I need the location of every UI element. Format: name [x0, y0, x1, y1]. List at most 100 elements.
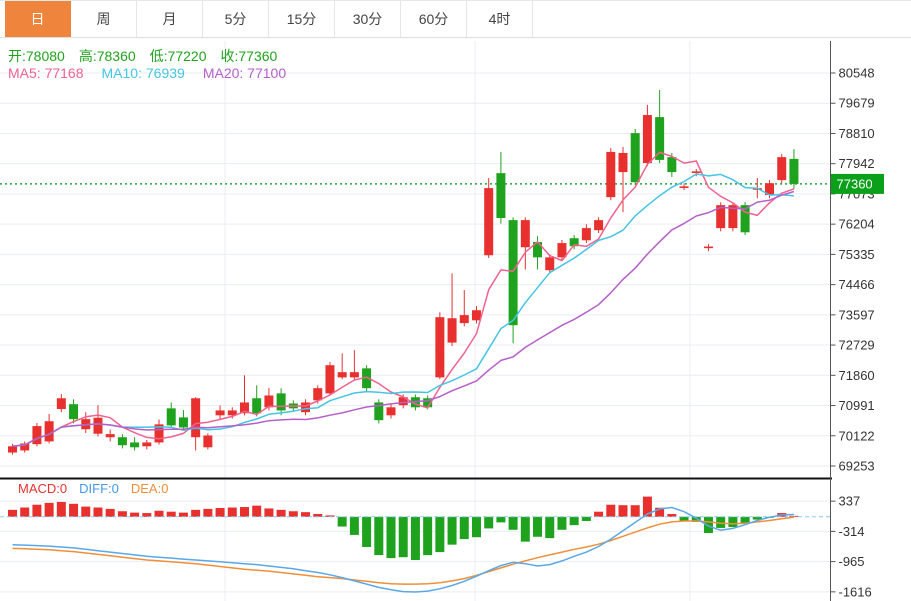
open-value: 开:78080 [8, 48, 65, 64]
macd-bar [484, 516, 494, 529]
candle-down [789, 158, 799, 184]
candle-up [325, 365, 335, 394]
macd-bar [740, 516, 750, 524]
candle-up [20, 443, 30, 451]
candle-down [569, 238, 579, 247]
candle-up [606, 151, 616, 198]
candle-up [349, 372, 359, 378]
macd-bar [496, 516, 506, 523]
macd-bar [105, 508, 115, 517]
macd-bar [142, 513, 152, 517]
candle-up [447, 318, 457, 343]
macd-bar [178, 512, 188, 517]
ma20-line [12, 190, 795, 448]
macd-bar [252, 505, 262, 517]
macd-bar [154, 510, 164, 517]
candle-up [264, 395, 274, 408]
macd-bar [349, 516, 359, 535]
macd-bar [471, 516, 481, 538]
macd-bar [520, 516, 530, 542]
macd-bar [581, 516, 591, 521]
macd-bar [362, 516, 372, 547]
candle-up [301, 402, 311, 413]
candle-down [423, 398, 433, 408]
tab-month[interactable]: 月 [137, 1, 203, 37]
macd-bar [44, 502, 54, 517]
dea-line [12, 516, 794, 585]
tab-week[interactable]: 周 [71, 1, 137, 37]
candle-down [276, 393, 286, 411]
macd-bar [81, 506, 91, 517]
macd-bar [533, 516, 543, 537]
macd-histogram [8, 496, 799, 560]
axis-tick-label: 73597 [839, 307, 875, 322]
candle-up [471, 310, 481, 321]
candle-down [740, 205, 750, 233]
ma-legend: MA5: 77168 MA10: 76939 MA20: 77100 [8, 65, 304, 81]
candle-up [239, 402, 249, 414]
axis-tick-label: 76204 [839, 217, 875, 232]
macd-bar [374, 516, 384, 556]
macd-bar [239, 507, 249, 517]
candle-up [728, 205, 738, 229]
macd-bar [716, 516, 726, 528]
macd-bar [288, 511, 298, 517]
candle-up [56, 398, 66, 410]
candle-up [215, 410, 225, 416]
candle-up [642, 115, 652, 164]
candle-down [667, 157, 677, 173]
macd-bar [386, 516, 396, 559]
macd-axis: 337 -314 -965 -1616 [830, 494, 872, 599]
ma10-value: MA10: 76939 [101, 65, 185, 81]
candle-down [252, 398, 262, 414]
dea-value: DEA:0 [130, 481, 169, 496]
macd-bar [276, 509, 286, 517]
candlesticks [8, 89, 799, 455]
macd-bar [264, 508, 274, 517]
tab-day[interactable]: 日 [5, 1, 71, 37]
candle-down [655, 117, 665, 160]
candle-down [533, 242, 543, 258]
macd-bar [655, 507, 665, 517]
macd-bar [166, 511, 176, 517]
candle-up [398, 397, 408, 406]
last-price-badge-text: 77360 [837, 176, 873, 191]
candle-up [716, 205, 726, 229]
candle-down [508, 220, 518, 326]
price-axis: 8054879679788107794277073762047533574466… [830, 41, 875, 601]
axis-tick-label: 78810 [839, 126, 875, 141]
tab-30min[interactable]: 30分 [335, 1, 401, 37]
tab-5min[interactable]: 5分 [203, 1, 269, 37]
candle-up [520, 220, 530, 248]
axis-tick-label: 74466 [839, 277, 875, 292]
macd-bar [508, 516, 518, 530]
candle-down [166, 408, 176, 426]
candle-up [557, 243, 567, 258]
tab-15min[interactable]: 15分 [269, 1, 335, 37]
close-value: 收:77360 [220, 48, 278, 64]
candle-up [32, 426, 42, 445]
axis-tick-label: 70122 [839, 428, 875, 443]
axis-tick-label: 75335 [839, 247, 875, 262]
tab-4hour[interactable]: 4时 [467, 1, 533, 37]
macd-bar [752, 516, 762, 520]
macd-bar [337, 516, 347, 527]
axis-tick-label: -965 [839, 554, 865, 569]
macd-bar [728, 516, 738, 528]
macd-bar [569, 516, 579, 526]
macd-bar [679, 516, 689, 521]
macd-bar [117, 511, 127, 517]
candle-up [777, 157, 787, 181]
axis-tick-label: 337 [839, 494, 861, 509]
candle-down [178, 417, 188, 428]
macd-value: MACD:0 [18, 481, 68, 496]
axis-tick-label: 80548 [839, 66, 875, 81]
axis-tick-label: 72729 [839, 338, 875, 353]
macd-bar [630, 505, 640, 517]
macd-bar [8, 509, 17, 517]
ma10-line [12, 173, 794, 448]
tab-60min[interactable]: 60分 [401, 1, 467, 37]
axis-tick-label: -314 [839, 524, 865, 539]
candle-up [227, 410, 237, 416]
